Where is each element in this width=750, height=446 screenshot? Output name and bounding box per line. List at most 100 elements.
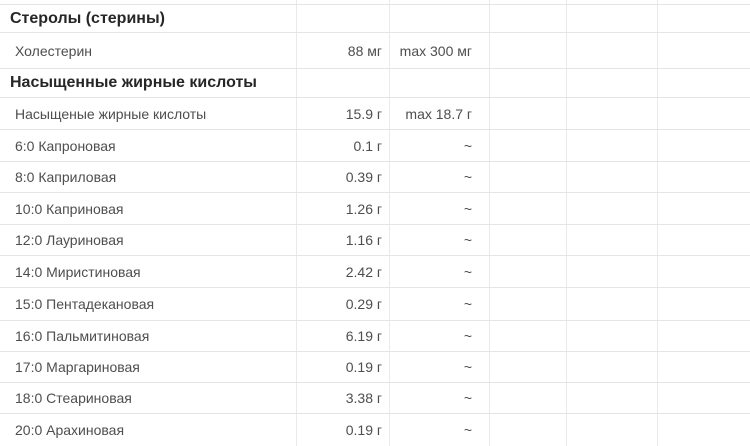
amount-cell: 0.39 г: [297, 162, 390, 192]
table-row: 16:0 Пальмитиновая 6.19 г ~: [0, 321, 750, 352]
empty-cell: [658, 130, 750, 161]
name-cell: 8:0 Каприловая: [0, 162, 297, 192]
empty-cell: [490, 5, 567, 32]
empty-cell: [567, 225, 658, 255]
norm-cell: ~: [390, 162, 490, 192]
empty-cell: [490, 383, 567, 413]
amount-cell: 88 мг: [297, 33, 390, 68]
table-row: 20:0 Арахиновая 0.19 г ~: [0, 414, 750, 446]
section-row: Насыщенные жирные кислоты: [0, 69, 750, 98]
empty-cell: [567, 193, 658, 224]
empty-cell: [567, 98, 658, 129]
amount-cell: 2.42 г: [297, 256, 390, 287]
norm-cell: ~: [390, 352, 490, 382]
norm-cell: ~: [390, 414, 490, 446]
amount-cell: 3.38 г: [297, 383, 390, 413]
empty-cell: [567, 414, 658, 446]
empty-cell: [567, 256, 658, 287]
empty-cell: [490, 321, 567, 351]
name-cell: 6:0 Капроновая: [0, 130, 297, 161]
empty-cell: [0, 0, 297, 4]
empty-cell: [490, 193, 567, 224]
norm-cell: ~: [390, 130, 490, 161]
name-cell: 15:0 Пентадекановая: [0, 288, 297, 320]
empty-cell: [567, 352, 658, 382]
empty-cell: [658, 414, 750, 446]
empty-cell: [490, 33, 567, 68]
empty-cell: [490, 98, 567, 129]
empty-cell: [567, 162, 658, 192]
empty-cell: [658, 383, 750, 413]
amount-cell: 1.16 г: [297, 225, 390, 255]
empty-cell: [567, 288, 658, 320]
norm-cell: ~: [390, 256, 490, 287]
norm-cell: [390, 5, 490, 32]
empty-cell: [567, 5, 658, 32]
empty-cell: [658, 98, 750, 129]
amount-cell: [297, 69, 390, 97]
table-row: Холестерин 88 мг max 300 мг: [0, 33, 750, 69]
empty-cell: [567, 33, 658, 68]
table-row: 14:0 Миристиновая 2.42 г ~: [0, 256, 750, 288]
empty-cell: [490, 130, 567, 161]
norm-cell: ~: [390, 321, 490, 351]
empty-cell: [490, 162, 567, 192]
empty-cell: [658, 225, 750, 255]
name-cell: Насыщенные жирные кислоты: [0, 69, 297, 97]
empty-cell: [567, 383, 658, 413]
name-cell: 10:0 Каприновая: [0, 193, 297, 224]
name-cell: 16:0 Пальмитиновая: [0, 321, 297, 351]
norm-cell: ~: [390, 383, 490, 413]
amount-cell: [297, 5, 390, 32]
amount-cell: 1.26 г: [297, 193, 390, 224]
empty-cell: [658, 162, 750, 192]
norm-cell: max 300 мг: [390, 33, 490, 68]
table-row: 12:0 Лауриновая 1.16 г ~: [0, 225, 750, 256]
name-cell: Насыщеные жирные кислоты: [0, 98, 297, 129]
empty-cell: [658, 5, 750, 32]
empty-cell: [490, 288, 567, 320]
empty-cell: [567, 130, 658, 161]
name-cell: 14:0 Миристиновая: [0, 256, 297, 287]
partial-top-row: [0, 0, 750, 5]
empty-cell: [567, 69, 658, 97]
norm-cell: ~: [390, 193, 490, 224]
amount-cell: 0.29 г: [297, 288, 390, 320]
empty-cell: [658, 69, 750, 97]
empty-cell: [297, 0, 390, 4]
table-row: 18:0 Стеариновая 3.38 г ~: [0, 383, 750, 414]
name-cell: 12:0 Лауриновая: [0, 225, 297, 255]
empty-cell: [567, 321, 658, 351]
empty-cell: [658, 0, 750, 4]
empty-cell: [490, 256, 567, 287]
empty-cell: [490, 69, 567, 97]
empty-cell: [567, 0, 658, 4]
table-row: 17:0 Маргариновая 0.19 г ~: [0, 352, 750, 383]
empty-cell: [658, 321, 750, 351]
section-row: Стеролы (стерины): [0, 5, 750, 33]
amount-cell: 6.19 г: [297, 321, 390, 351]
empty-cell: [658, 352, 750, 382]
name-cell: 18:0 Стеариновая: [0, 383, 297, 413]
norm-cell: [390, 69, 490, 97]
table-row: 10:0 Каприновая 1.26 г ~: [0, 193, 750, 225]
name-cell: 17:0 Маргариновая: [0, 352, 297, 382]
norm-cell: max 18.7 г: [390, 98, 490, 129]
table-row: 6:0 Капроновая 0.1 г ~: [0, 130, 750, 162]
empty-cell: [658, 288, 750, 320]
table-row: 15:0 Пентадекановая 0.29 г ~: [0, 288, 750, 321]
empty-cell: [490, 225, 567, 255]
amount-cell: 15.9 г: [297, 98, 390, 129]
name-cell: Стеролы (стерины): [0, 5, 297, 32]
amount-cell: 0.19 г: [297, 352, 390, 382]
name-cell: 20:0 Арахиновая: [0, 414, 297, 446]
name-cell: Холестерин: [0, 33, 297, 68]
empty-cell: [490, 414, 567, 446]
empty-cell: [658, 33, 750, 68]
empty-cell: [658, 256, 750, 287]
amount-cell: 0.1 г: [297, 130, 390, 161]
empty-cell: [390, 0, 490, 4]
empty-cell: [490, 352, 567, 382]
empty-cell: [490, 0, 567, 4]
